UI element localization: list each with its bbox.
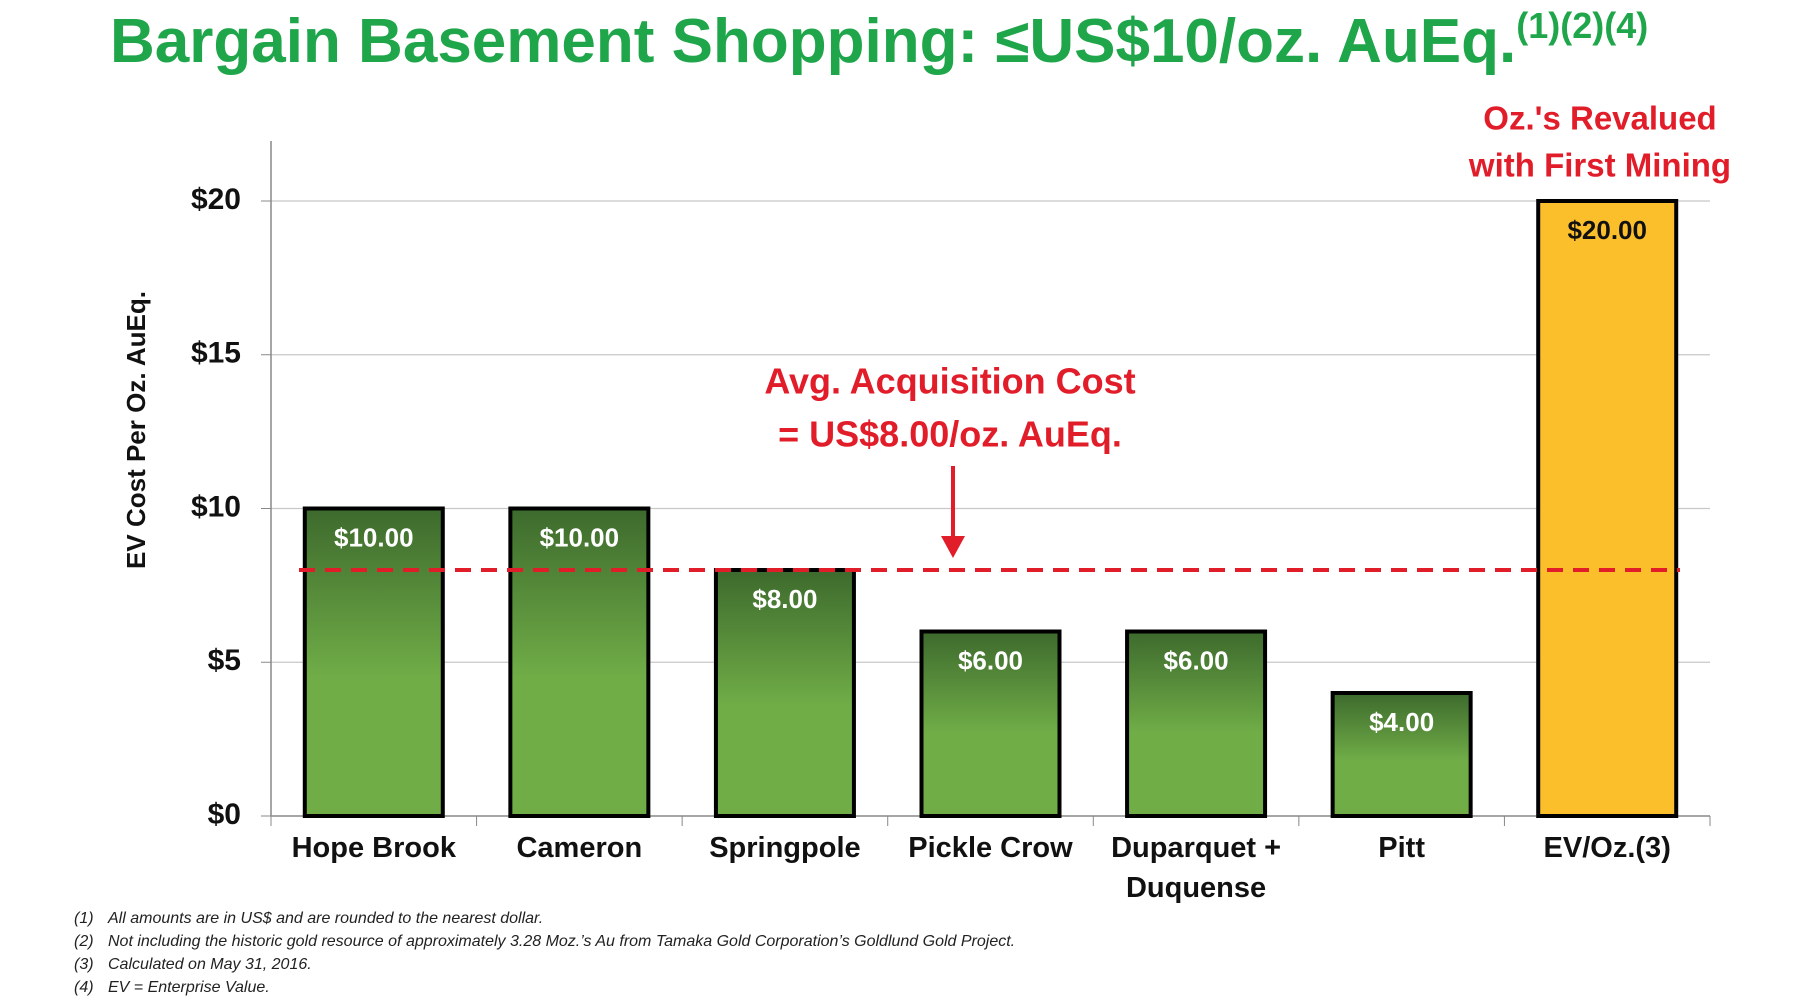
footnote-number: (4): [74, 979, 94, 996]
y-tick-label: $0: [208, 798, 241, 831]
annotation: with First Mining: [1468, 147, 1731, 184]
footnote: (1) All amounts are in US$ and are rounde…: [74, 910, 543, 928]
bar: [919, 629, 1062, 818]
annotation: Oz.'s Revalued: [1483, 100, 1716, 137]
footnote-text: EV = Enterprise Value.: [108, 979, 270, 996]
footnote-number: (2): [74, 933, 94, 950]
y-tick-label: $15: [191, 337, 241, 370]
value-label: $8.00: [752, 584, 817, 614]
value-label: $6.00: [958, 645, 1023, 675]
footnote-number: (1): [74, 910, 94, 927]
x-tick-label: Duparquet + Duquense: [1111, 832, 1282, 904]
x-tick-label: Cameron: [516, 832, 643, 864]
x-tick-label: Pickle Crow: [908, 832, 1073, 864]
bar: [1536, 199, 1679, 818]
reference-label: = US$8.00/oz. AuEq.: [778, 414, 1122, 455]
footnote: (4) EV = Enterprise Value.: [74, 979, 270, 997]
footnote-text: Not including the historic gold resource…: [108, 933, 1016, 950]
value-label: $10.00: [334, 522, 414, 552]
x-tick-label: EV/Oz.(3): [1543, 832, 1671, 864]
y-tick-label: $5: [208, 644, 241, 677]
bar: [713, 568, 856, 818]
title-text: Bargain Basement Shopping: ≤US$10/oz. Au…: [110, 7, 1516, 76]
bar: [302, 506, 445, 818]
bar: [1330, 691, 1473, 818]
footnote-text: All amounts are in US$ and are rounded t…: [108, 910, 544, 927]
value-label: $4.00: [1369, 707, 1434, 737]
x-tick-label: Springpole: [709, 832, 861, 864]
title-superscript: (1)(2)(4): [1516, 5, 1648, 46]
y-tick-label: $10: [191, 490, 241, 523]
x-tick-label: Pitt: [1378, 832, 1425, 864]
footnote-number: (3): [74, 956, 94, 973]
x-tick-label: Hope Brook: [291, 832, 456, 864]
arrow-head: [941, 536, 965, 558]
footnote: (2) Not including the historic gold resou…: [74, 933, 1015, 951]
value-label: $6.00: [1164, 645, 1229, 675]
chart-title: Bargain Basement Shopping: ≤US$10/oz. Au…: [110, 5, 1648, 77]
y-axis-label: EV Cost Per Oz. AuEq.: [121, 291, 151, 569]
bar: [508, 506, 651, 818]
y-tick-label: $20: [191, 183, 241, 216]
value-label: $20.00: [1567, 215, 1647, 245]
footnote: (3) Calculated on May 31, 2016.: [74, 956, 312, 974]
value-label: $10.00: [540, 522, 620, 552]
footnote-text: Calculated on May 31, 2016.: [108, 956, 312, 973]
bar: [1125, 629, 1268, 818]
reference-label: Avg. Acquisition Cost: [764, 361, 1135, 402]
